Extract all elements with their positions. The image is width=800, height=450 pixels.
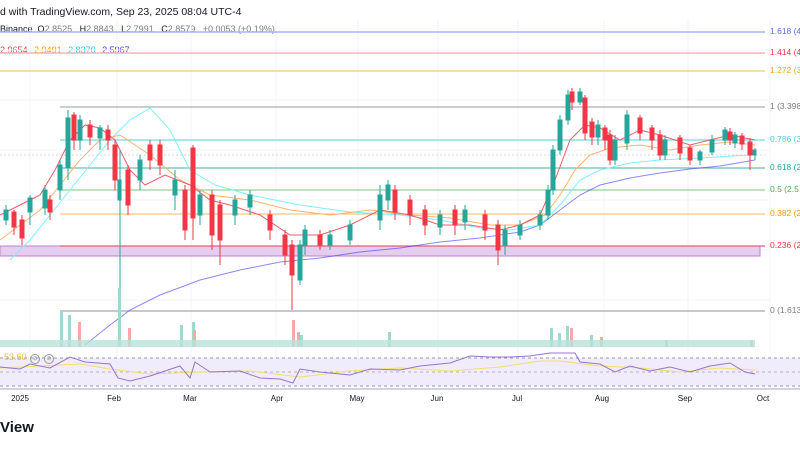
x-label: Jul: [511, 394, 523, 403]
fib-label-1: 1 (3.398: [770, 101, 800, 111]
x-label: Sep: [677, 394, 693, 403]
settings-icon[interactable]: ⊘: [44, 354, 54, 364]
fib-label-0618: 0.618 (2: [770, 162, 800, 172]
fib-label-0: 0 (1.613: [770, 305, 800, 315]
fib-label-1272: 1.272 (3: [770, 65, 800, 75]
moving-averages: [0, 107, 756, 346]
close-value: 2.8579: [167, 24, 196, 34]
low-value: 2.7991: [126, 24, 154, 34]
x-label: Apr: [270, 394, 284, 403]
x-label: Aug: [594, 394, 610, 403]
x-label: May: [349, 394, 365, 403]
rsi-value: 53.60: [4, 352, 27, 362]
fibonacci-levels: [0, 31, 765, 312]
x-label: 2025: [11, 394, 29, 403]
x-label: Mar: [183, 394, 197, 403]
rsi-pane: [0, 352, 800, 390]
publish-info: d with TradingView.com, Sep 23, 2025 08:…: [0, 6, 242, 18]
ohlc-legend: Binance O2.8525 H2.8843 L2.7991 C2.8579 …: [0, 24, 275, 34]
tradingview-logo: View: [0, 419, 34, 436]
candlesticks: [3, 88, 757, 310]
x-label: Oct: [756, 394, 770, 403]
x-label: Jun: [430, 394, 444, 403]
high-value: 2.8843: [86, 24, 114, 34]
grid: [0, 20, 771, 388]
fib-label-1618: 1.618 (4: [770, 26, 800, 36]
fib-label-0382: 0.382 (2: [770, 208, 800, 218]
fib-label-0786: 0.786 (3: [770, 134, 800, 144]
open-value: 2.8525: [44, 24, 73, 34]
fib-label-0236: 0.236 (2: [770, 240, 800, 250]
x-label: Feb: [107, 394, 121, 403]
change-value: +0.0053 (+0.19%): [202, 24, 275, 34]
visibility-icon[interactable]: ⊘: [30, 354, 40, 364]
fib-label-1414: 1.414 (4: [770, 47, 800, 57]
fib-label-05: 0.5 (2.5: [770, 184, 799, 194]
volume-bars: [0, 288, 760, 348]
exchange-name: Binance: [0, 24, 33, 34]
